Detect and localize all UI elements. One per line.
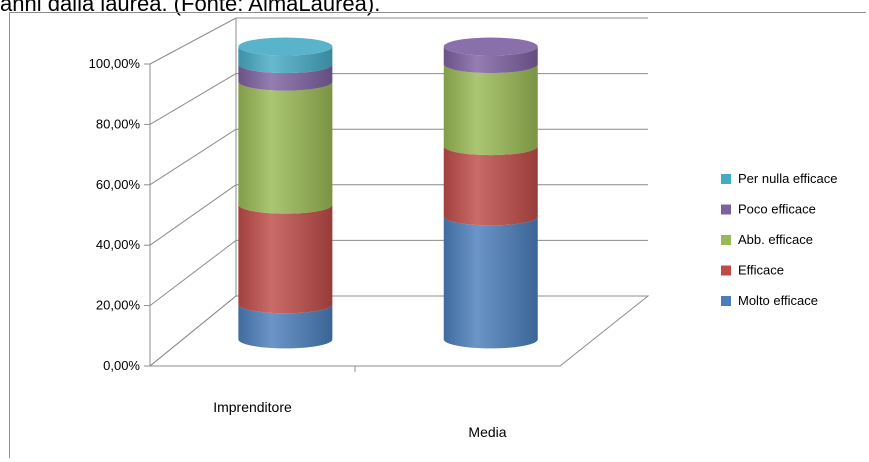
legend-label: Per nulla efficace (738, 171, 838, 186)
legend-label: Efficace (738, 263, 784, 278)
bar-group-imprenditore (238, 37, 333, 349)
bar-segment-efficace (443, 146, 538, 226)
bar-segment-abb-efficace (443, 64, 538, 156)
side-gridline (149, 240, 237, 306)
chart-frame (9, 12, 866, 458)
cylinder-bars (238, 37, 538, 349)
y-tick-label: 20,00% (96, 298, 141, 313)
category-label: Imprenditore (213, 399, 292, 415)
bar-segment-abb-efficace (238, 81, 333, 214)
legend: Per nulla efficace Poco efficace Abb. effi… (721, 171, 838, 308)
legend-swatch (721, 174, 731, 184)
bar-segment-molto-efficace (238, 304, 333, 349)
side-gridline (149, 128, 237, 186)
bar-segment-poco-efficace (443, 46, 538, 74)
chart-walls (144, 17, 650, 372)
y-tick-label: 100,00% (89, 56, 141, 71)
y-tick-labels: 0,00% 20,00% 40,00% 60,00% 80,00% 100,00% (89, 56, 141, 373)
category-label: Media (468, 424, 506, 440)
bar-segment-per-nulla-efficace (238, 46, 333, 74)
side-gridline (149, 184, 237, 246)
bar-top-cap (443, 37, 538, 56)
y-tick-label: 40,00% (96, 237, 141, 252)
side-gridline (149, 73, 237, 125)
bar-segment-poco-efficace (238, 64, 333, 91)
y-tick-label: 60,00% (96, 177, 141, 192)
bar-segment-molto-efficace (443, 216, 538, 349)
legend-swatch (721, 265, 731, 276)
legend-label: Abb. efficace (738, 232, 813, 247)
legend-swatch (721, 296, 731, 306)
side-gridline (149, 295, 237, 367)
y-tick-label: 0,00% (103, 358, 140, 373)
bar-group-media (443, 37, 538, 349)
category-labels: Imprenditore Media (213, 399, 507, 440)
bar-segment-efficace (238, 204, 333, 314)
legend-label: Poco efficace (738, 202, 816, 217)
bar-top-cap (238, 37, 333, 56)
legend-label: Molto efficace (738, 293, 818, 308)
legend-swatch (721, 204, 731, 215)
legend-swatch (721, 235, 731, 245)
y-tick-label: 80,00% (96, 116, 141, 131)
chart-floor (148, 295, 650, 367)
side-gridline (149, 17, 237, 65)
